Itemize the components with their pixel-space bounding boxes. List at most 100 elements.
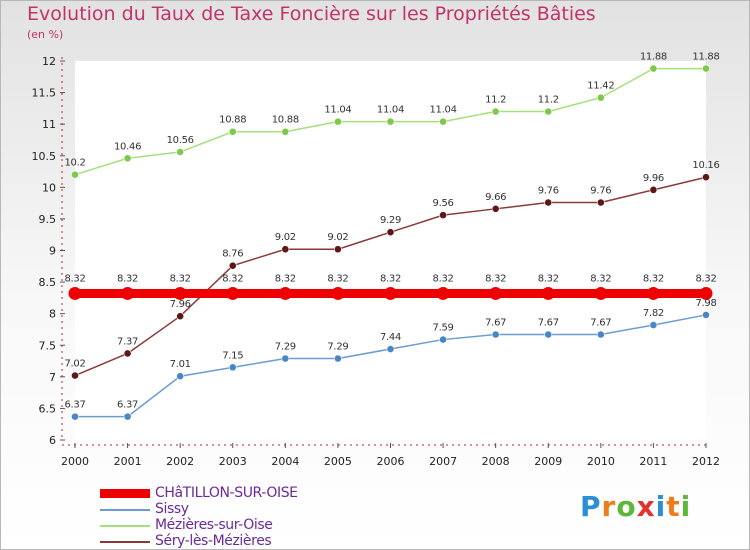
- data-point-0: [121, 286, 135, 300]
- data-label-2: 11.88: [692, 52, 719, 63]
- data-point-2: [596, 93, 605, 102]
- y-tick-label: 11: [42, 118, 56, 131]
- x-tick-label: 2006: [377, 455, 405, 468]
- x-tick-label: 2004: [271, 455, 299, 468]
- data-label-2: 11.2: [538, 95, 559, 106]
- proxiti-logo: Proxiti: [580, 490, 691, 523]
- data-point-1: [123, 412, 132, 421]
- data-label-3: 8.76: [222, 249, 243, 260]
- legend-swatch: [100, 489, 150, 498]
- x-tick-label: 2008: [482, 455, 510, 468]
- data-label-1: 7.01: [170, 359, 191, 370]
- data-point-2: [439, 117, 447, 126]
- x-tick-label: 2002: [166, 455, 194, 468]
- data-label-2: 10.46: [114, 141, 141, 152]
- data-point-1: [386, 345, 395, 353]
- y-tick-label: 10: [42, 181, 56, 194]
- y-tick-label: 9.5: [39, 213, 57, 226]
- logo-letter: i: [680, 490, 692, 523]
- data-point-1: [228, 363, 237, 372]
- data-point-3: [334, 245, 342, 254]
- legend-label: Sissy: [155, 501, 189, 517]
- data-point-2: [123, 154, 132, 163]
- data-label-2: 10.56: [167, 135, 194, 146]
- y-tick-label: 12: [42, 55, 56, 68]
- data-point-2: [649, 64, 658, 73]
- x-tick-label: 2009: [534, 455, 562, 468]
- data-point-2: [386, 117, 395, 126]
- data-point-2: [544, 107, 553, 116]
- y-tick-label: 9: [49, 245, 56, 258]
- data-point-0: [594, 286, 608, 300]
- data-label-3: 10.16: [692, 160, 719, 171]
- data-point-0: [489, 286, 503, 300]
- data-label-2: 11.88: [640, 52, 667, 63]
- data-label-3: 7.96: [170, 299, 191, 310]
- data-point-0: [436, 286, 450, 300]
- data-label-0: 8.32: [380, 273, 401, 284]
- data-label-0: 8.32: [590, 273, 611, 284]
- data-label-2: 11.42: [587, 81, 614, 92]
- data-point-1: [176, 372, 185, 381]
- legend-label: Mézières-sur-Oise: [155, 517, 273, 533]
- x-tick-label: 2000: [61, 455, 89, 468]
- data-point-3: [281, 245, 290, 254]
- data-point-3: [123, 349, 132, 358]
- data-label-2: 11.2: [485, 95, 506, 106]
- data-label-3: 7.37: [117, 336, 138, 347]
- data-label-0: 8.32: [485, 273, 506, 284]
- data-label-1: 7.59: [433, 323, 454, 334]
- y-tick-label: 6: [49, 434, 56, 447]
- legend-label: Séry-lès-Mézières: [155, 533, 272, 549]
- data-point-1: [596, 330, 605, 339]
- data-label-2: 11.04: [430, 105, 457, 116]
- data-label-0: 8.32: [170, 273, 191, 284]
- data-label-3: 9.56: [433, 198, 454, 209]
- data-point-1: [491, 330, 500, 339]
- data-point-0: [278, 286, 292, 300]
- data-label-3: 7.02: [64, 359, 85, 370]
- data-label-0: 8.32: [275, 273, 296, 284]
- data-point-3: [491, 204, 500, 213]
- data-point-1: [281, 354, 290, 363]
- logo-letter: P: [580, 490, 602, 523]
- y-tick-label: 7.5: [39, 339, 57, 352]
- chart-title: Evolution du Taux de Taxe Foncière sur l…: [27, 3, 596, 25]
- x-tick-label: 2011: [639, 455, 667, 468]
- data-label-0: 8.32: [64, 273, 85, 284]
- data-point-2: [281, 127, 290, 136]
- data-label-1: 7.67: [538, 318, 559, 329]
- logo-letter: o: [616, 490, 637, 523]
- data-point-2: [334, 117, 342, 126]
- data-label-1: 7.29: [327, 342, 348, 353]
- data-point-3: [439, 211, 447, 220]
- data-point-2: [491, 107, 500, 116]
- data-label-1: 7.44: [380, 332, 401, 343]
- data-label-2: 10.2: [64, 158, 85, 169]
- data-label-3: 9.76: [538, 185, 559, 196]
- data-label-3: 9.76: [590, 185, 611, 196]
- data-label-3: 9.29: [380, 215, 401, 226]
- y-tick-label: 7: [49, 371, 56, 384]
- data-point-0: [541, 286, 555, 300]
- y-tick-label: 8.5: [39, 276, 57, 289]
- data-label-2: 10.88: [219, 115, 246, 126]
- data-label-2: 11.04: [377, 105, 404, 116]
- y-tick-label: 11.5: [32, 87, 57, 100]
- data-label-3: 9.02: [327, 232, 348, 243]
- data-label-2: 10.88: [272, 115, 299, 126]
- x-tick-label: 2012: [692, 455, 720, 468]
- data-label-2: 11.04: [324, 105, 351, 116]
- data-label-1: 7.67: [590, 318, 611, 329]
- data-point-2: [176, 148, 185, 156]
- data-label-0: 8.32: [117, 273, 138, 284]
- data-point-0: [384, 286, 397, 300]
- data-label-0: 8.32: [433, 273, 454, 284]
- data-point-1: [544, 330, 553, 339]
- data-point-0: [68, 286, 82, 300]
- data-label-1: 6.37: [64, 400, 85, 411]
- y-tick-label: 10.5: [32, 150, 57, 163]
- logo-letter: t: [666, 490, 681, 523]
- data-label-3: 9.96: [643, 173, 664, 184]
- data-point-3: [71, 371, 79, 380]
